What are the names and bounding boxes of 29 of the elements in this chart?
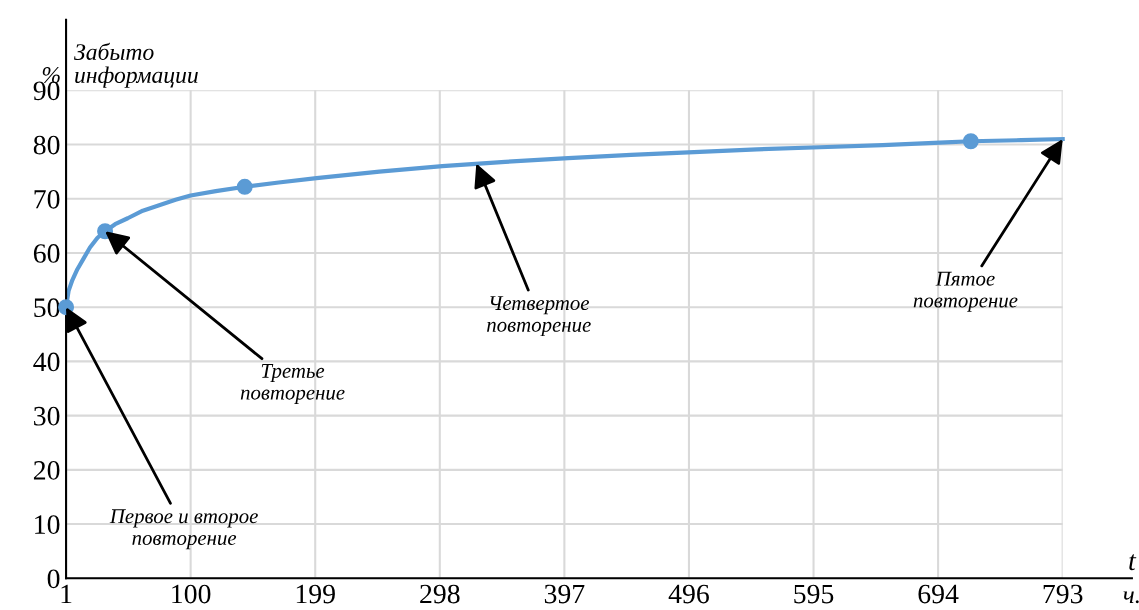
y-tick-label: 40 [33,352,60,372]
annotation: Четвертое повторение [487,296,591,337]
annotation: Третье повторение [240,364,345,404]
x-tick-label: 397 [544,584,585,604]
x-tick-label: 100 [172,584,211,604]
text: ч. [1123,591,1139,604]
y-tick-label: 50 [34,298,60,318]
y-axis-title: Забыто информации [74,42,198,88]
x-tick-label: 694 [918,584,959,604]
y-tick-label: 70 [34,189,60,209]
y-tick-label: 0 [47,569,60,589]
x-tick-label: 595 [794,584,834,604]
point [962,133,979,150]
annotation: Первое и второе повторение [109,509,258,550]
x-tick-label: 298 [420,584,460,604]
y-tick-label: 80 [33,135,60,155]
x-tick-label: 793 [1043,584,1083,604]
y-tick-label: 30 [34,406,60,426]
x-axis-title: t [1129,554,1137,571]
x-tick-label: 1 [61,584,72,604]
y-tick-label: 90 [33,81,60,101]
point [236,178,253,195]
y-tick-label: 20 [33,461,60,480]
y-tick-label: 10 [35,515,60,534]
x-tick-label: 199 [296,584,335,604]
annotation: Пятое повторение [913,271,1018,312]
text: % [42,67,60,84]
x-tick-label: 496 [668,584,709,604]
y-tick-label: 60 [33,244,60,263]
